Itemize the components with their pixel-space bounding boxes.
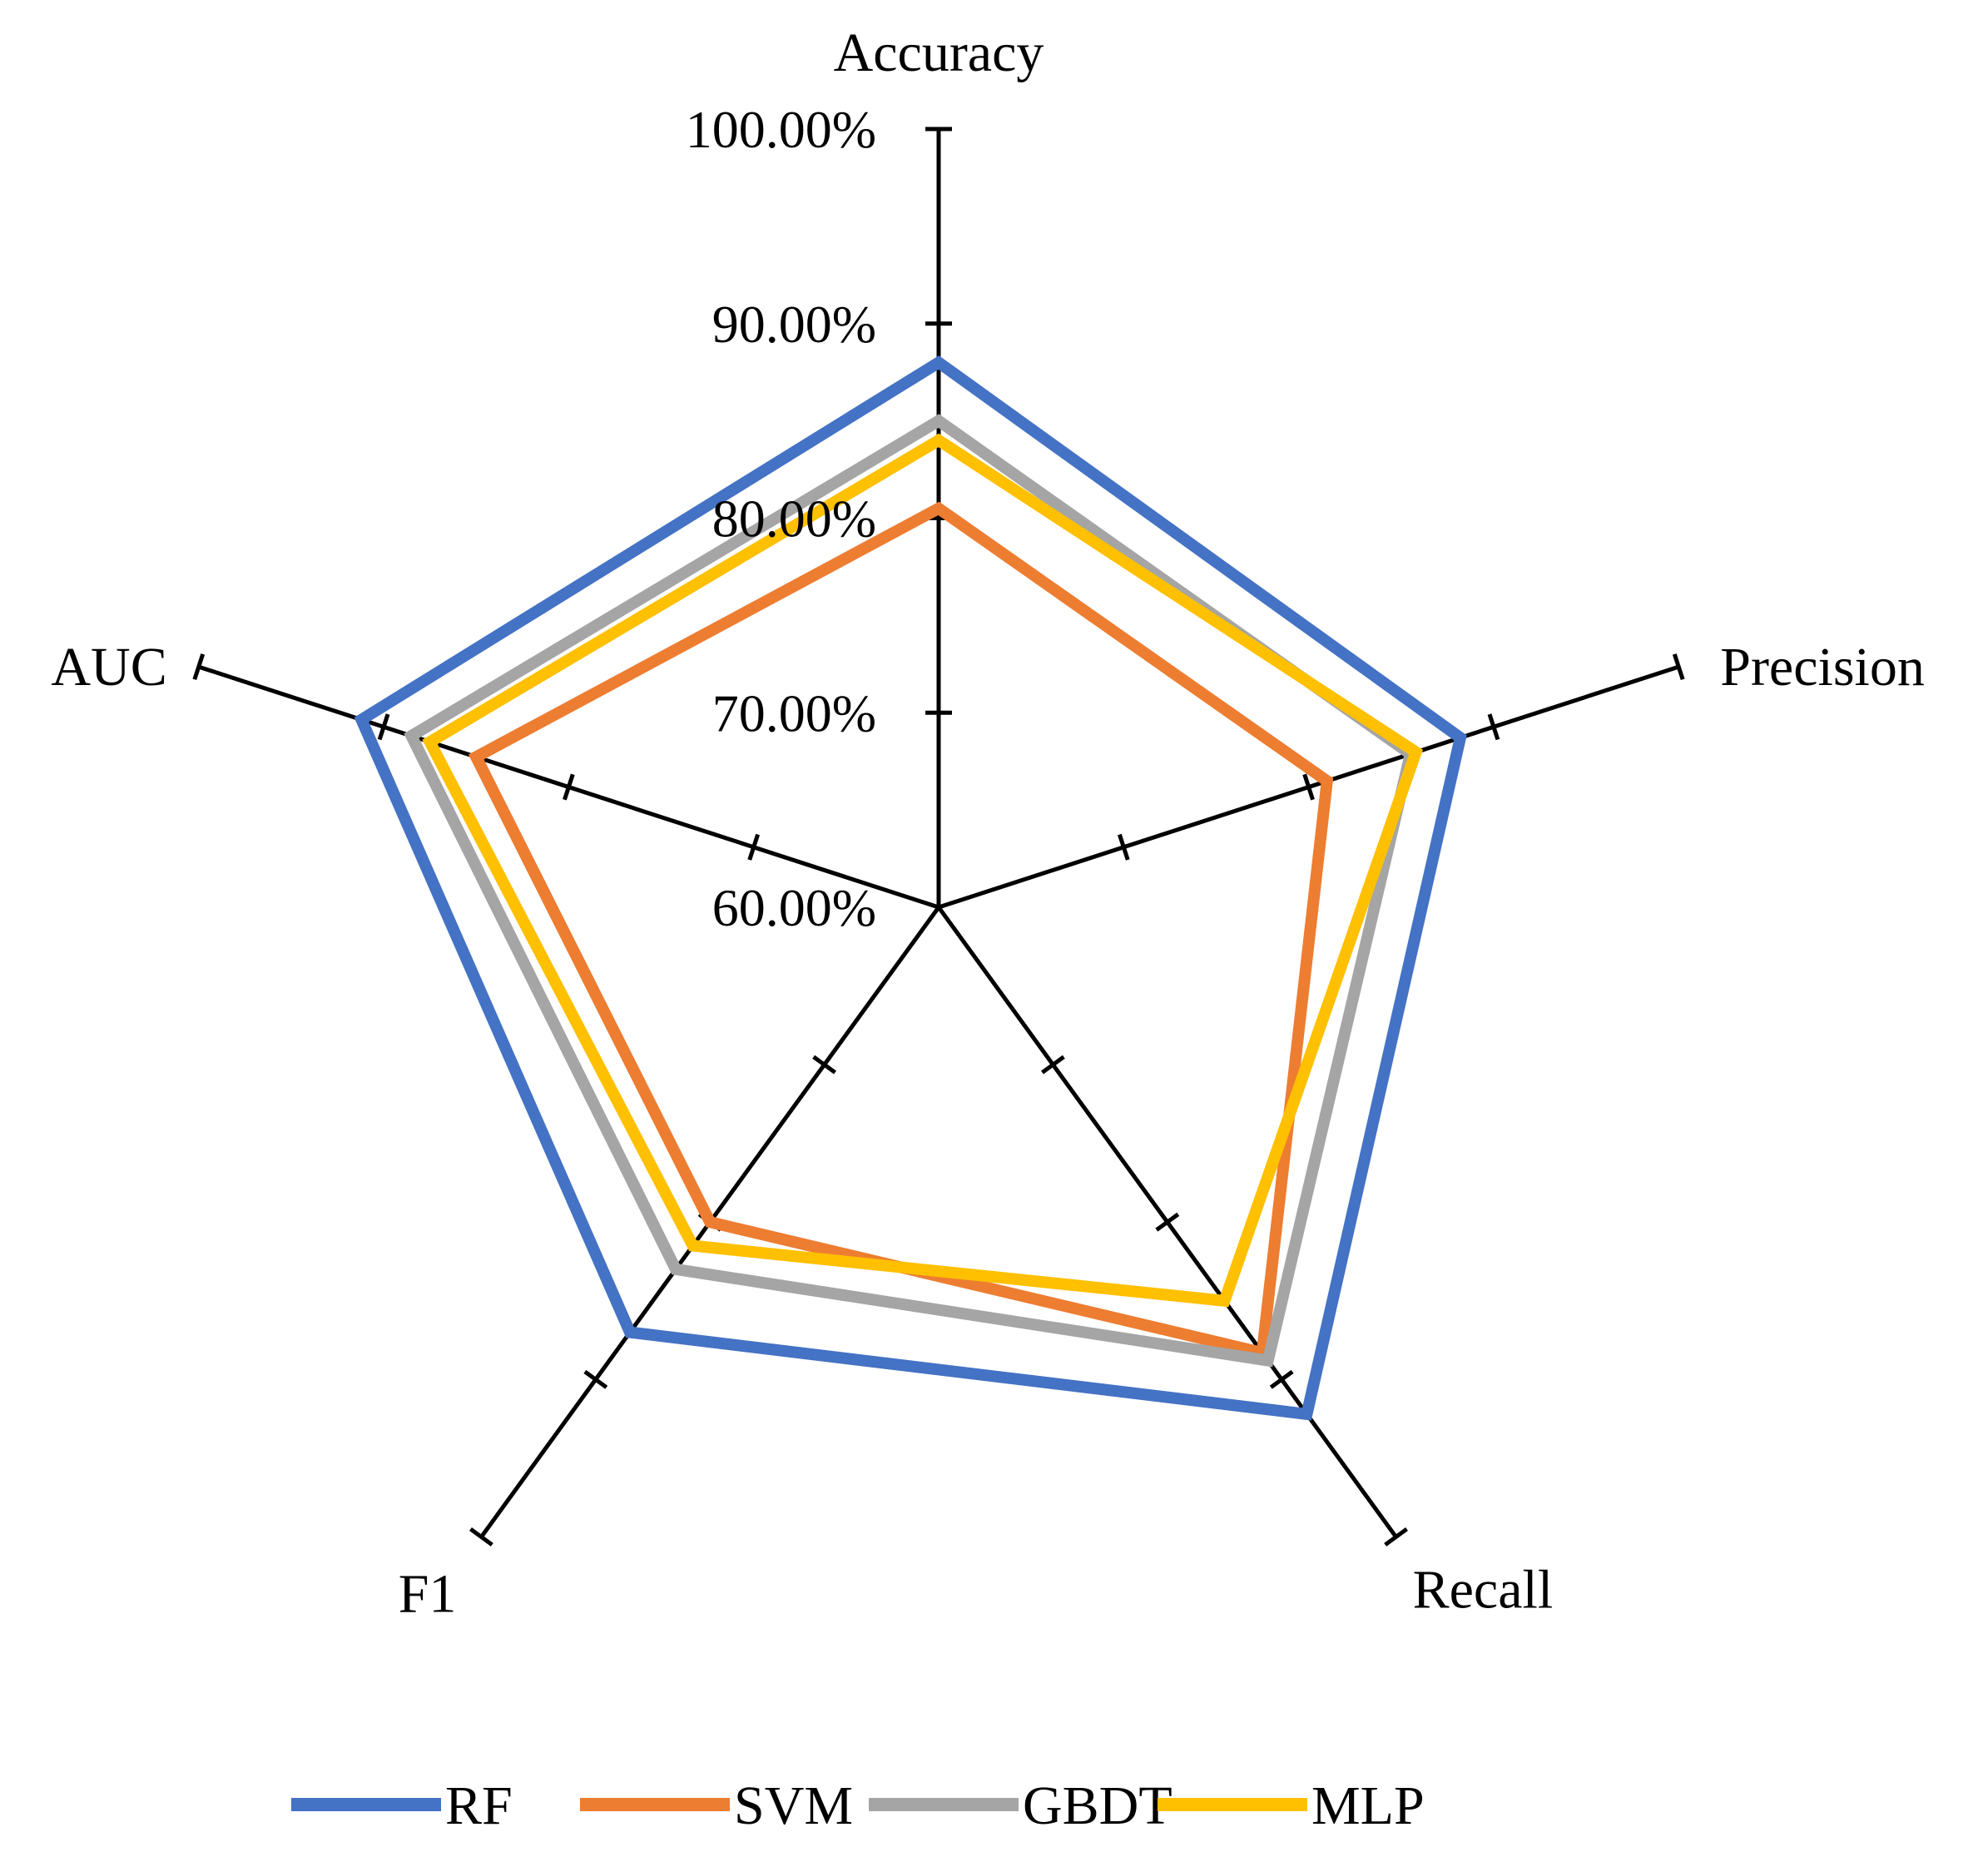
legend: RF SVM GBDT MLP	[291, 1775, 1425, 1836]
tick-mark-recall-2	[1155, 1212, 1180, 1232]
tick-labels: 60.00% 70.00% 80.00% 90.00% 100.00%	[686, 100, 876, 937]
series-line-mlp	[422, 433, 1424, 1308]
legend-label-svm: SVM	[734, 1775, 853, 1836]
tick-mark-precision-1	[1117, 833, 1130, 861]
legend-label-rf: RF	[445, 1775, 513, 1836]
tick-label-2: 80.00%	[712, 489, 876, 549]
series-lines	[354, 355, 1467, 1421]
tick-mark-precision-4	[1672, 653, 1685, 681]
tick-mark-auc-2	[563, 773, 575, 801]
series-line-rf	[354, 355, 1467, 1421]
legend-label-mlp: MLP	[1311, 1775, 1425, 1836]
tick-label-0: 60.00%	[712, 878, 876, 937]
tick-label-3: 90.00%	[712, 295, 876, 354]
legend-label-gbdt: GBDT	[1023, 1775, 1172, 1836]
tick-mark-recall-1	[1040, 1055, 1065, 1075]
tick-mark-recall-4	[1384, 1527, 1408, 1547]
series-line-gbdt	[404, 414, 1417, 1368]
tick-mark-f1-3	[583, 1369, 608, 1389]
axis-label-recall: Recall	[1413, 1559, 1554, 1620]
tick-mark-f1-1	[812, 1055, 837, 1075]
axis-label-f1: F1	[399, 1563, 457, 1624]
axis-label-auc: AUC	[51, 637, 166, 698]
tick-label-4: 100.00%	[686, 100, 876, 159]
axis-label-accuracy: Accuracy	[834, 22, 1044, 83]
tick-mark-precision-3	[1487, 713, 1500, 741]
tick-mark-recall-3	[1269, 1369, 1294, 1389]
tick-mark-precision-2	[1302, 773, 1315, 801]
tick-mark-auc-1	[747, 833, 761, 861]
axis-label-precision: Precision	[1720, 637, 1925, 698]
tick-mark-f1-4	[469, 1527, 493, 1547]
tick-label-1: 70.00%	[712, 683, 876, 742]
tick-mark-auc-4	[192, 653, 206, 681]
series-line-svm	[468, 501, 1334, 1360]
axis-labels: Accuracy Precision Recall F1 AUC	[51, 22, 1924, 1624]
tick-mark-auc-3	[377, 713, 390, 741]
